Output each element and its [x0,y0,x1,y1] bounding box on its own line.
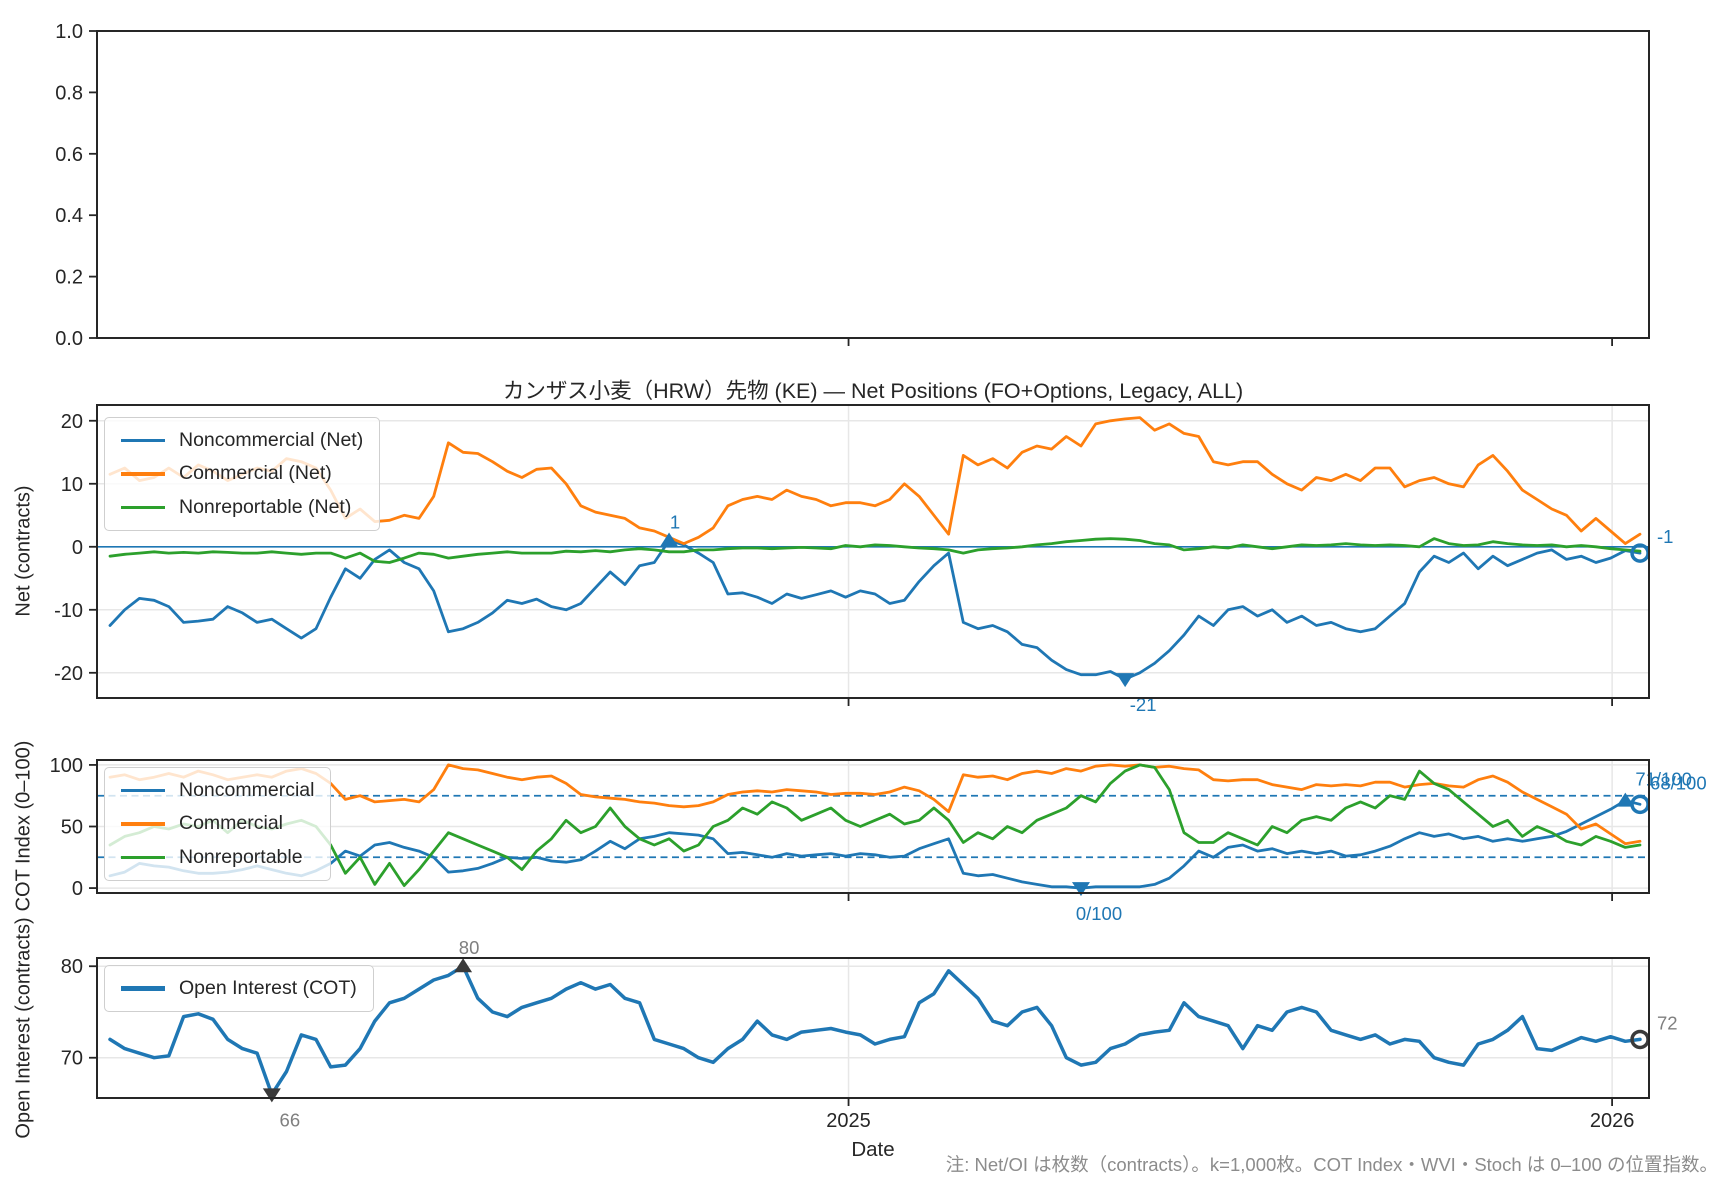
annotation-marker-triangle-down [1116,673,1135,688]
y-axis-label-open-interest: Open Interest (contracts) [12,917,35,1139]
annotation-text: 1 [670,511,680,532]
y-tick-label: 0.2 [55,267,83,289]
y-tick-label: 0 [72,878,83,900]
legend-net-positions: Noncommercial (Net) Commercial (Net) Non… [104,417,381,532]
legend-item: Open Interest (COT) [121,976,357,1001]
legend-label: Noncommercial [179,779,315,801]
y-tick-label: 0.0 [55,328,83,350]
series-line-noncommercial [108,799,1642,890]
series-line-open-interest-cot- [108,964,1642,1097]
annotation-text: 80 [459,937,480,958]
panel-spines [96,957,1650,1099]
panel-net-positions: 1 -21 -1 20 10 0 -10 -20 [54,404,1673,715]
annotation-text: 72 [1657,1012,1678,1033]
y-tick-label: 0.6 [55,144,83,166]
series-line-noncommercial-net- [108,539,1642,681]
chart-title: カンザス小麦（HRW）先物 (KE) — Net Positions (FO+O… [502,379,1244,403]
y-tick-label: 80 [61,956,83,978]
legend-swatch-noncommercial-net [121,438,165,443]
legend-swatch-nonreportable [121,855,165,860]
series-line-nonreportable-net- [108,537,1642,564]
legend-swatch-noncommercial [121,788,165,793]
annotation-marker-triangle-up [1616,792,1635,807]
series-line-nonreportable [108,763,1642,887]
legend-label: Commercial [179,812,284,835]
panel-spines [96,30,1650,339]
y-tick-label: 0.4 [55,205,83,227]
legend-item: Commercial [121,811,314,836]
series-line-commercial [108,763,1642,846]
annotation-marker-triangle-down [1071,882,1090,897]
legend-label: Commercial (Net) [179,462,332,485]
legend-label: Noncommercial (Net) [179,429,364,451]
annotation-text: 68/100 [1650,772,1707,793]
y-tick-label: 0 [72,537,83,559]
y-axis-label-net: Net (contracts) [12,485,35,617]
panel-empty-panel: 1.0 0.8 0.6 0.4 0.2 0.0 [55,21,1650,350]
y-tick-label: 0.8 [55,82,83,104]
legend-open-interest: Open Interest (COT) [104,965,374,1013]
legend-swatch-commercial-net [121,472,165,476]
annotation-text: 0/100 [1076,903,1122,924]
y-tick-label: 70 [61,1048,83,1070]
y-axis-label-cot-index: COT Index (0–100) [12,740,35,912]
annotation-marker-triangle-down [262,1088,281,1103]
legend-label: Nonreportable [179,845,303,868]
y-tick-label: 1.0 [55,21,83,43]
legend-item: Noncommercial [121,778,314,803]
legend-swatch-nonreportable-net [121,505,165,510]
y-tick-label: 10 [61,474,83,496]
annotation-text: -21 [1130,694,1157,715]
legend-item: Nonreportable (Net) [121,495,363,520]
x-axis-label: Date [851,1138,895,1161]
x-tick-label: 2026 [1590,1110,1635,1132]
panel-spines [96,404,1650,699]
legend-item: Commercial (Net) [121,461,363,486]
y-tick-label: 50 [61,817,83,839]
y-tick-label: 100 [50,755,83,777]
legend-label: Nonreportable (Net) [179,495,352,518]
legend-item: Nonreportable [121,845,314,870]
y-tick-label: 20 [61,411,83,433]
legend-swatch-commercial [121,822,165,826]
legend-cot-index: Noncommercial Commercial Nonreportable [104,767,332,882]
annotation-marker-triangle-up [454,958,473,973]
annotation-text: -1 [1657,526,1673,547]
footnote: 注: Net/OI は枚数（contracts）。k=1,000枚。COT In… [945,1154,1718,1175]
annotation-text: 66 [280,1109,301,1130]
legend-swatch-open-interest [121,986,165,991]
y-tick-label: -20 [54,663,83,685]
legend-item: Noncommercial (Net) [121,428,363,453]
x-tick-label: 2025 [826,1110,871,1132]
annotation-marker-triangle-up [660,532,679,547]
y-tick-label: -10 [54,600,83,622]
legend-label: Open Interest (COT) [179,977,357,999]
